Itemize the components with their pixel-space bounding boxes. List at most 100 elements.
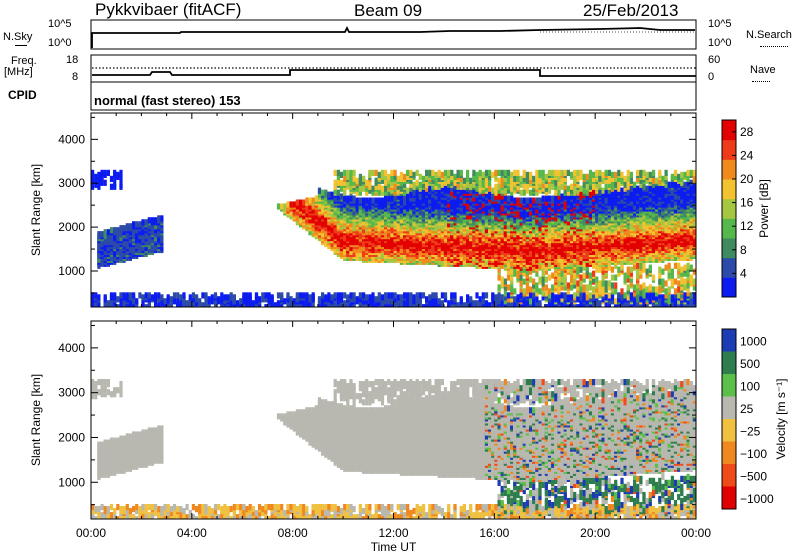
data-cell [519, 280, 523, 287]
data-cell [254, 302, 259, 307]
data-cell [103, 294, 107, 301]
data-cell [453, 173, 457, 180]
data-cell [365, 189, 369, 196]
data-cell [576, 268, 580, 275]
data-cell [336, 169, 340, 176]
data-cell [472, 173, 476, 180]
data-cell [535, 302, 539, 307]
data-cell [100, 231, 104, 238]
nave-label: Nave [750, 64, 776, 76]
data-cell [497, 272, 501, 279]
data-cell [242, 304, 246, 307]
data-cell [437, 169, 441, 176]
data-cell [576, 175, 580, 182]
data-cell [109, 227, 114, 234]
data-cell [440, 185, 444, 192]
data-cell [251, 300, 255, 307]
data-cell [94, 292, 98, 299]
data-cell [160, 215, 164, 222]
data-cell [503, 298, 507, 305]
cpid-text: normal (fast stereo) 153 [94, 93, 241, 108]
data-cell [576, 280, 580, 287]
data-cell [409, 185, 413, 192]
data-cell [500, 294, 504, 301]
data-cell [510, 179, 514, 186]
data-cell [103, 229, 107, 236]
data-cell [566, 189, 570, 196]
data-cell [570, 268, 574, 275]
data-cell [418, 292, 422, 299]
data-cell [450, 173, 454, 180]
data-cell [595, 169, 599, 176]
data-cell [585, 298, 589, 305]
data-cell [365, 298, 369, 305]
data-cell [491, 304, 495, 307]
data-cell [421, 175, 426, 182]
data-cell [327, 292, 331, 299]
data-cell [327, 191, 331, 198]
data-cell [387, 298, 391, 305]
data-cell [598, 300, 602, 307]
data-cell [557, 292, 561, 299]
data-cell [396, 187, 400, 194]
noise-panel-frame [90, 19, 697, 50]
data-cell [116, 304, 120, 307]
data-cell [506, 296, 511, 303]
data-cell [544, 195, 548, 202]
data-cell [103, 300, 107, 307]
data-cell [210, 298, 214, 305]
data-cell [453, 183, 457, 190]
data-cell [380, 298, 385, 305]
data-cell [579, 274, 583, 281]
data-cell [484, 169, 489, 176]
data-cell [588, 177, 593, 184]
data-cell [384, 173, 388, 180]
data-cell [182, 296, 186, 303]
data-cell [551, 292, 555, 299]
data-cell [510, 274, 514, 281]
data-cell [308, 197, 312, 204]
data-cell [500, 276, 504, 283]
data-cell [592, 183, 596, 190]
data-cell [506, 183, 511, 190]
data-cell [302, 199, 306, 206]
data-cell [362, 175, 366, 182]
data-cell [525, 171, 529, 178]
data-cell [510, 171, 514, 178]
data-cell [371, 296, 375, 303]
data-cell [431, 173, 435, 180]
data-cell [434, 179, 438, 186]
data-cell [116, 227, 120, 234]
data-cell [443, 175, 448, 182]
data-cell [295, 199, 299, 206]
data-cell [314, 195, 318, 202]
data-cell [195, 300, 199, 307]
data-cell [557, 193, 561, 200]
data-cell [554, 189, 558, 196]
data-cell [387, 173, 391, 180]
data-cell [229, 292, 233, 299]
data-cell [116, 171, 120, 178]
data-cell [598, 280, 602, 287]
data-cell [560, 270, 564, 277]
data-cell [201, 302, 205, 307]
data-cell [447, 177, 451, 184]
data-cell [150, 217, 155, 224]
data-cell [588, 302, 593, 307]
data-cell [172, 298, 177, 305]
data-cell [339, 296, 344, 303]
data-cell [557, 169, 561, 176]
data-cell [516, 294, 520, 301]
data-cell [491, 187, 495, 194]
data-cell [488, 183, 492, 190]
data-cell [390, 296, 394, 303]
data-cell [176, 292, 180, 299]
data-cell [355, 185, 359, 192]
data-cell [213, 292, 218, 299]
data-cell [97, 177, 101, 184]
data-cell [595, 298, 599, 305]
data-cell [409, 181, 413, 188]
data-cell [349, 183, 353, 190]
data-cell [519, 274, 523, 281]
